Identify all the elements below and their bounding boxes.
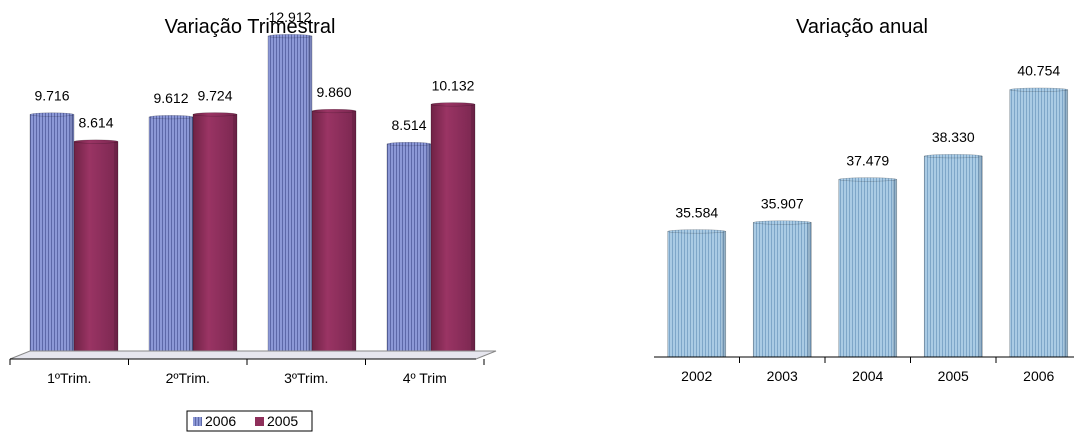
annual-bar-2006 — [1009, 87, 1069, 358]
annual-bar-2003 — [752, 220, 812, 358]
bar-2005-1 — [73, 139, 119, 354]
bar-2006-3 — [267, 34, 313, 354]
annual-bar-2005 — [923, 154, 983, 358]
annual-chart-title: Variação anual — [796, 16, 928, 38]
bar-2005-2 — [192, 112, 238, 354]
data-label-2005-4: 10.132 — [432, 77, 475, 93]
annual-data-label-2003: 35.907 — [761, 196, 804, 212]
x-tick-label-3: 3ºTrim. — [284, 370, 328, 386]
x-tick-label-2: 2ºTrim. — [166, 370, 210, 386]
bar-2006-4 — [386, 142, 432, 354]
annual-x-tick-label-2004: 2004 — [852, 368, 883, 384]
x-tick-label-4: 4º Trim — [403, 370, 447, 386]
data-label-2005-1: 8.614 — [78, 115, 113, 131]
bar-2006-1 — [29, 112, 75, 354]
bar-2005-4 — [430, 102, 476, 354]
annual-data-label-2002: 35.584 — [675, 204, 718, 220]
legend-box — [186, 410, 313, 432]
quarterly-bars — [29, 34, 476, 354]
legend-label-2005: 2005 — [267, 413, 298, 429]
bar-2006-2 — [148, 115, 194, 354]
quarterly-legend: 2006 2005 — [186, 410, 313, 432]
legend-label-2006: 2006 — [205, 413, 236, 429]
data-label-2006-2: 9.612 — [153, 90, 188, 106]
annual-data-label-2006: 40.754 — [1017, 63, 1060, 79]
data-label-2005-3: 9.860 — [316, 84, 351, 100]
quarterly-floor-plane — [9, 350, 497, 360]
annual-data-label-2004: 37.479 — [846, 152, 889, 168]
quarterly-chart: Variação Trimestral 1ºTrim. 2ºTrim. 3ºTrim… — [9, 9, 497, 432]
data-label-2006-1: 9.716 — [34, 88, 69, 104]
annual-x-tick-label-2002: 2002 — [681, 368, 712, 384]
annual-data-labels: 35.584 35.907 37.479 38.330 40.754 — [675, 63, 1060, 221]
annual-bar-2004 — [838, 177, 898, 358]
annual-x-tick-label-2003: 2003 — [767, 368, 798, 384]
annual-x-tick-label-2005: 2005 — [938, 368, 969, 384]
annual-chart: Variação anual 2002 2003 2004 2005 2006 35.5… — [654, 16, 1074, 384]
quarterly-chart-title: Variação Trimestral — [165, 16, 336, 38]
quarterly-floor — [9, 350, 497, 360]
annual-data-label-2005: 38.330 — [932, 129, 975, 145]
quarterly-data-labels: 9.716 8.614 9.612 9.724 12.912 9.860 8.514 10.1… — [34, 9, 474, 133]
annual-bar-2002 — [667, 229, 727, 358]
annual-bars — [667, 87, 1069, 358]
data-label-2006-3: 12.912 — [269, 9, 312, 25]
annual-x-ticks: 2002 2003 2004 2005 2006 — [681, 357, 1055, 384]
annual-x-tick-label-2006: 2006 — [1023, 368, 1054, 384]
x-tick-label-1: 1ºTrim. — [47, 370, 91, 386]
legend-swatch-2006 — [193, 417, 202, 426]
legend-swatch-2005 — [255, 417, 264, 426]
bar-2005-3 — [311, 108, 357, 354]
data-label-2005-2: 9.724 — [197, 87, 232, 103]
data-label-2006-4: 8.514 — [391, 117, 426, 133]
quarterly-x-ticks: 1ºTrim. 2ºTrim. 3ºTrim. 4º Trim — [9, 359, 485, 386]
